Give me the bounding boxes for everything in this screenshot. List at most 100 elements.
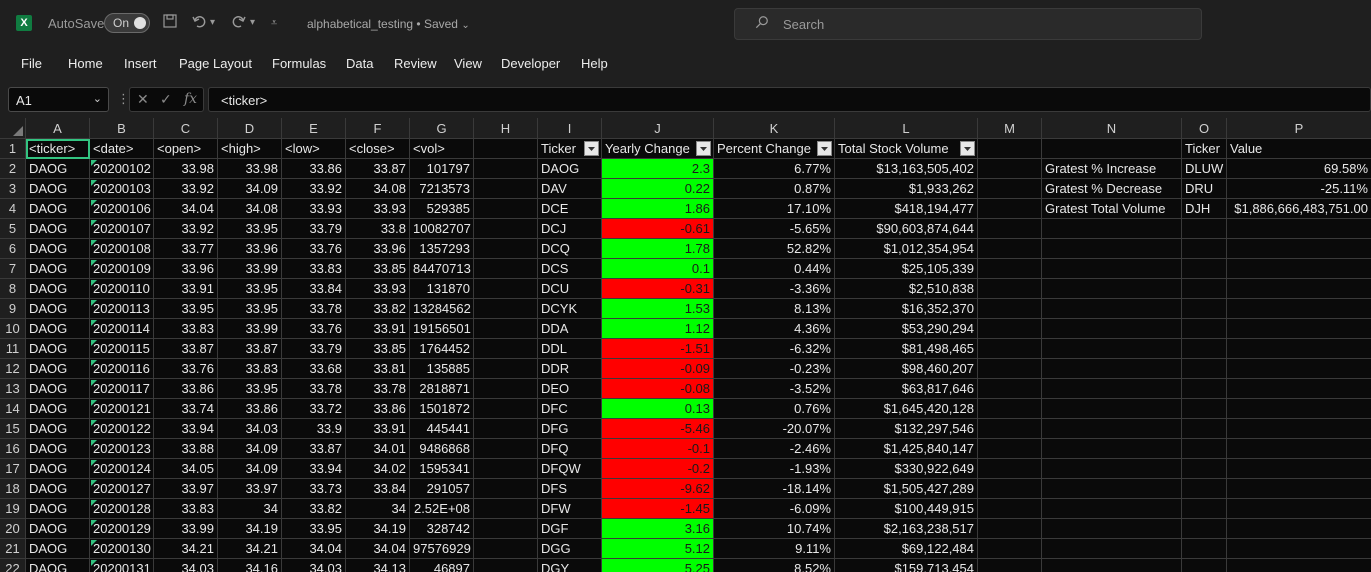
cell-a13[interactable]: DAOG — [26, 379, 90, 399]
cell-h16[interactable] — [474, 439, 538, 459]
cell-k3[interactable]: 0.87% — [714, 179, 835, 199]
error-indicator-icon[interactable] — [91, 380, 97, 386]
filter-dropdown-icon[interactable] — [584, 141, 599, 156]
row-header[interactable]: 12 — [0, 359, 26, 379]
row-header[interactable]: 19 — [0, 499, 26, 519]
cell-h22[interactable] — [474, 559, 538, 572]
cell-e10[interactable]: 33.76 — [282, 319, 346, 339]
cell-o10[interactable] — [1182, 319, 1227, 339]
cell-b16[interactable]: 20200123 — [90, 439, 154, 459]
row-header[interactable]: 3 — [0, 179, 26, 199]
cell-f12[interactable]: 33.81 — [346, 359, 410, 379]
more-options-icon[interactable]: ⋮ — [117, 91, 130, 106]
cell-n8[interactable] — [1042, 279, 1182, 299]
cell-g11[interactable]: 1764452 — [410, 339, 474, 359]
cell-g20[interactable]: 328742 — [410, 519, 474, 539]
cell-j16[interactable]: -0.1 — [602, 439, 714, 459]
cell-j2[interactable]: 2.3 — [602, 159, 714, 179]
cell-a21[interactable]: DAOG — [26, 539, 90, 559]
cell-e18[interactable]: 33.73 — [282, 479, 346, 499]
cell-f17[interactable]: 34.02 — [346, 459, 410, 479]
cell-h19[interactable] — [474, 499, 538, 519]
cell-b3[interactable]: 20200103 — [90, 179, 154, 199]
cell-c21[interactable]: 34.21 — [154, 539, 218, 559]
cell-d13[interactable]: 33.95 — [218, 379, 282, 399]
cell-p7[interactable] — [1227, 259, 1371, 279]
cell-h21[interactable] — [474, 539, 538, 559]
cell-l9[interactable]: $16,352,370 — [835, 299, 978, 319]
error-indicator-icon[interactable] — [91, 400, 97, 406]
cell-o13[interactable] — [1182, 379, 1227, 399]
column-header-p[interactable]: P — [1227, 118, 1371, 139]
cell-k12[interactable]: -0.23% — [714, 359, 835, 379]
cell-g1[interactable]: <vol> — [410, 139, 474, 159]
cell-b20[interactable]: 20200129 — [90, 519, 154, 539]
cell-d4[interactable]: 34.08 — [218, 199, 282, 219]
row-header[interactable]: 11 — [0, 339, 26, 359]
error-indicator-icon[interactable] — [91, 480, 97, 486]
cell-l22[interactable]: $159,713,454 — [835, 559, 978, 572]
cell-a2[interactable]: DAOG — [26, 159, 90, 179]
cell-m12[interactable] — [978, 359, 1042, 379]
cell-k10[interactable]: 4.36% — [714, 319, 835, 339]
cell-a11[interactable]: DAOG — [26, 339, 90, 359]
column-header-i[interactable]: I — [538, 118, 602, 139]
cell-i20[interactable]: DGF — [538, 519, 602, 539]
cell-g5[interactable]: 10082707 — [410, 219, 474, 239]
cell-f13[interactable]: 33.78 — [346, 379, 410, 399]
cell-p20[interactable] — [1227, 519, 1371, 539]
select-all-button[interactable] — [0, 118, 26, 139]
cell-d6[interactable]: 33.96 — [218, 239, 282, 259]
cell-b22[interactable]: 20200131 — [90, 559, 154, 572]
cell-n4[interactable]: Gratest Total Volume — [1042, 199, 1182, 219]
cell-g8[interactable]: 131870 — [410, 279, 474, 299]
cell-h18[interactable] — [474, 479, 538, 499]
cell-b17[interactable]: 20200124 — [90, 459, 154, 479]
cell-c22[interactable]: 34.03 — [154, 559, 218, 572]
cell-g12[interactable]: 135885 — [410, 359, 474, 379]
cell-a5[interactable]: DAOG — [26, 219, 90, 239]
cell-j20[interactable]: 3.16 — [602, 519, 714, 539]
cell-b10[interactable]: 20200114 — [90, 319, 154, 339]
cell-o1[interactable]: Ticker — [1182, 139, 1227, 159]
cell-i11[interactable]: DDL — [538, 339, 602, 359]
error-indicator-icon[interactable] — [91, 500, 97, 506]
cell-l17[interactable]: $330,922,649 — [835, 459, 978, 479]
cell-n10[interactable] — [1042, 319, 1182, 339]
cell-e1[interactable]: <low> — [282, 139, 346, 159]
cell-j1[interactable]: Yearly Change — [602, 139, 714, 159]
cell-m5[interactable] — [978, 219, 1042, 239]
cell-j3[interactable]: 0.22 — [602, 179, 714, 199]
cell-c15[interactable]: 33.94 — [154, 419, 218, 439]
row-header[interactable]: 18 — [0, 479, 26, 499]
cell-m21[interactable] — [978, 539, 1042, 559]
cell-b15[interactable]: 20200122 — [90, 419, 154, 439]
row-header[interactable]: 1 — [0, 139, 26, 159]
cell-c14[interactable]: 33.74 — [154, 399, 218, 419]
cell-c3[interactable]: 33.92 — [154, 179, 218, 199]
cell-p12[interactable] — [1227, 359, 1371, 379]
cell-o8[interactable] — [1182, 279, 1227, 299]
row-header[interactable]: 10 — [0, 319, 26, 339]
cell-f18[interactable]: 33.84 — [346, 479, 410, 499]
row-header[interactable]: 2 — [0, 159, 26, 179]
sort-filter-icon[interactable] — [960, 141, 975, 156]
cell-m20[interactable] — [978, 519, 1042, 539]
cell-e9[interactable]: 33.78 — [282, 299, 346, 319]
error-indicator-icon[interactable] — [91, 360, 97, 366]
cell-o5[interactable] — [1182, 219, 1227, 239]
cell-g9[interactable]: 13284562 — [410, 299, 474, 319]
cell-a16[interactable]: DAOG — [26, 439, 90, 459]
cell-d20[interactable]: 34.19 — [218, 519, 282, 539]
cell-c4[interactable]: 34.04 — [154, 199, 218, 219]
cell-n13[interactable] — [1042, 379, 1182, 399]
cell-i21[interactable]: DGG — [538, 539, 602, 559]
menu-review[interactable]: Review — [394, 56, 437, 71]
cell-c18[interactable]: 33.97 — [154, 479, 218, 499]
cell-i1[interactable]: Ticker — [538, 139, 602, 159]
cell-f16[interactable]: 34.01 — [346, 439, 410, 459]
search-box[interactable]: Search — [734, 8, 1202, 40]
cell-g13[interactable]: 2818871 — [410, 379, 474, 399]
undo-dropdown-icon[interactable]: ▾ — [210, 17, 216, 28]
column-header-a[interactable]: A — [26, 118, 90, 139]
